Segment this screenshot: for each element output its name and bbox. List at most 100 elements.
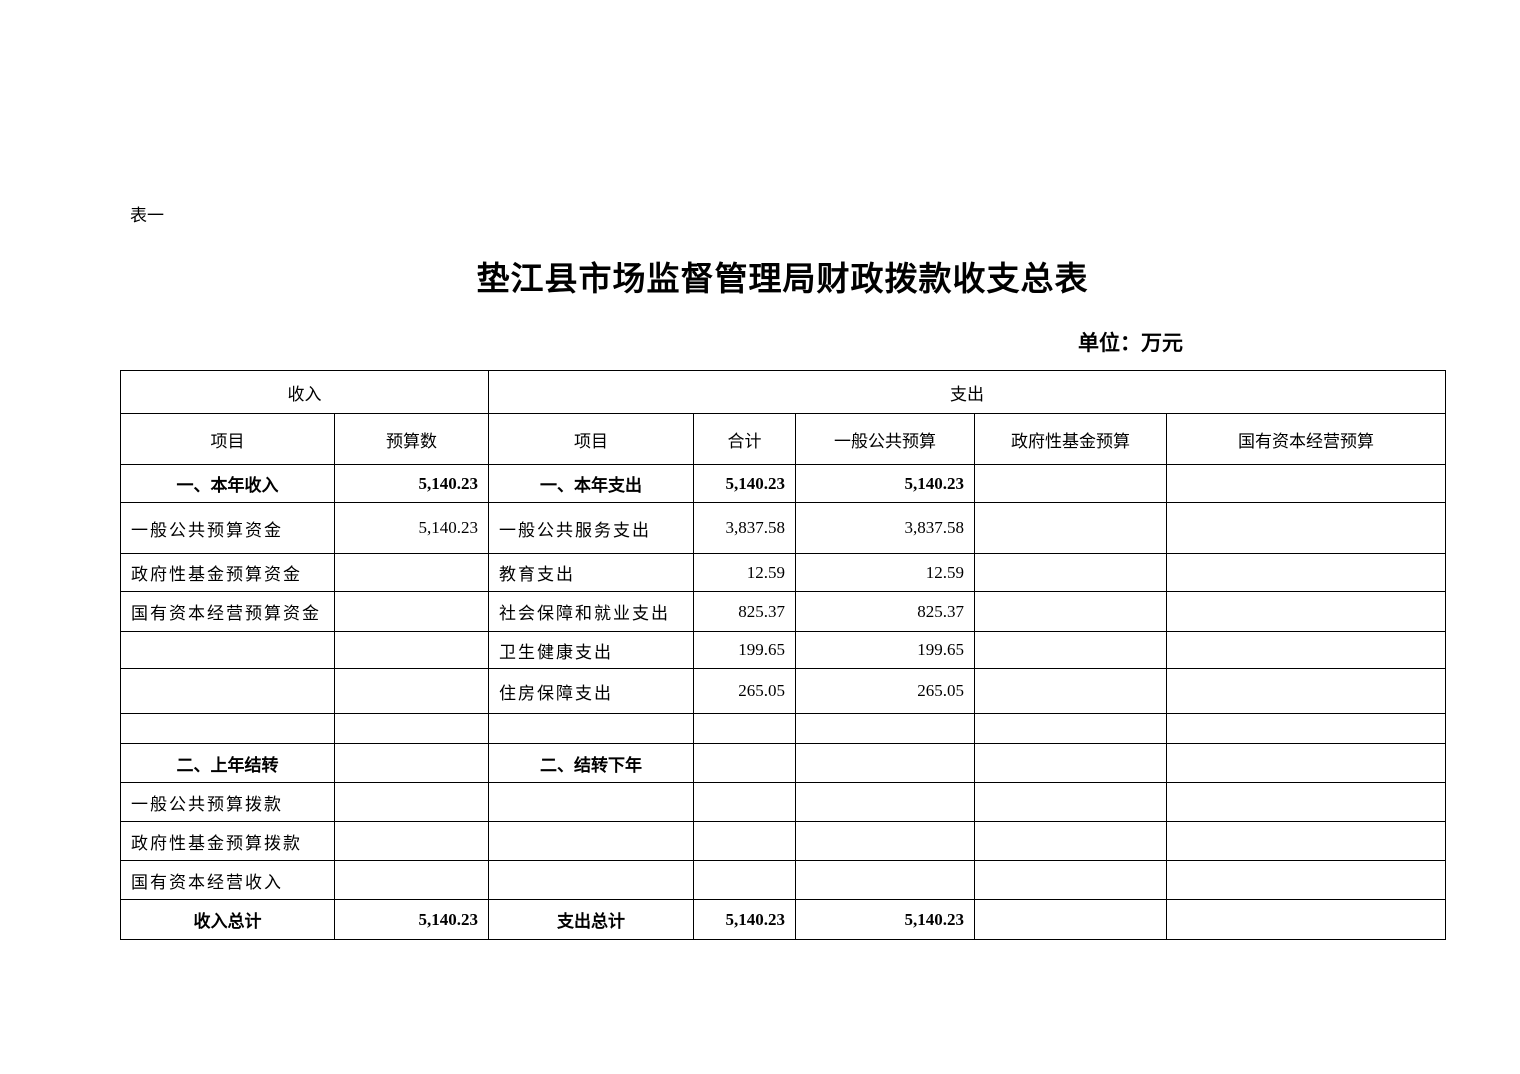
item-cell: 二、结转下年	[488, 743, 694, 783]
amount-cell	[334, 553, 489, 592]
amount-cell	[1166, 899, 1446, 940]
amount-cell	[974, 743, 1167, 783]
amount-cell: 3,837.58	[693, 502, 796, 554]
amount-cell	[795, 713, 975, 744]
table-row: 住房保障支出 265.05 265.05	[120, 668, 1446, 714]
table-row	[120, 713, 1446, 744]
amount-cell: 265.05	[795, 668, 975, 714]
amount-cell	[1166, 668, 1446, 714]
amount-cell	[1166, 631, 1446, 669]
amount-cell	[974, 553, 1167, 592]
amount-cell	[974, 713, 1167, 744]
amount-cell	[693, 821, 796, 861]
amount-cell	[693, 860, 796, 900]
amount-cell	[795, 821, 975, 861]
column-header: 项目	[120, 413, 335, 465]
item-cell: 卫生健康支出	[488, 631, 694, 669]
item-cell: 一般公共预算拨款	[120, 782, 335, 822]
item-cell: 支出总计	[488, 899, 694, 940]
amount-cell: 5,140.23	[693, 464, 796, 503]
amount-cell	[334, 668, 489, 714]
item-cell: 一、本年支出	[488, 464, 694, 503]
amount-cell	[1166, 860, 1446, 900]
amount-cell	[1166, 713, 1446, 744]
item-cell: 政府性基金预算拨款	[120, 821, 335, 861]
item-cell: 政府性基金预算资金	[120, 553, 335, 592]
amount-cell: 5,140.23	[334, 502, 489, 554]
amount-cell	[1166, 591, 1446, 632]
amount-cell: 3,837.58	[795, 502, 975, 554]
amount-cell: 199.65	[693, 631, 796, 669]
amount-cell	[334, 713, 489, 744]
item-cell: 收入总计	[120, 899, 335, 940]
item-cell	[488, 782, 694, 822]
amount-cell	[1166, 782, 1446, 822]
column-header: 一般公共预算	[795, 413, 975, 465]
amount-cell	[795, 860, 975, 900]
column-header: 合计	[693, 413, 796, 465]
page-title: 垫江县市场监督管理局财政拨款收支总表	[476, 262, 1089, 298]
amount-cell	[974, 631, 1167, 669]
amount-cell	[1166, 553, 1446, 592]
table-row: 一般公共预算拨款	[120, 782, 1446, 822]
item-cell: 一、本年收入	[120, 464, 335, 503]
table-row: 国有资本经营预算资金 社会保障和就业支出 825.37 825.37	[120, 591, 1446, 632]
amount-cell	[1166, 821, 1446, 861]
amount-cell	[334, 782, 489, 822]
amount-cell: 12.59	[693, 553, 796, 592]
amount-cell	[974, 591, 1167, 632]
amount-cell: 199.65	[795, 631, 975, 669]
amount-cell	[334, 631, 489, 669]
amount-cell	[334, 860, 489, 900]
amount-cell: 825.37	[693, 591, 796, 632]
amount-cell	[974, 502, 1167, 554]
column-header: 国有资本经营预算	[1166, 413, 1446, 465]
item-cell: 二、上年结转	[120, 743, 335, 783]
amount-cell	[693, 743, 796, 783]
table-row: 政府性基金预算拨款	[120, 821, 1446, 861]
table-row: 一、本年收入 5,140.23 一、本年支出 5,140.23 5,140.23	[120, 464, 1446, 503]
amount-cell	[334, 591, 489, 632]
amount-cell	[1166, 464, 1446, 503]
amount-cell: 5,140.23	[693, 899, 796, 940]
table-row: 二、上年结转 二、结转下年	[120, 743, 1446, 783]
table-label: 表一	[130, 206, 164, 225]
table-row: 政府性基金预算资金 教育支出 12.59 12.59	[120, 553, 1446, 592]
column-header: 预算数	[334, 413, 489, 465]
item-cell	[120, 631, 335, 669]
amount-cell: 5,140.23	[795, 464, 975, 503]
amount-cell	[974, 821, 1167, 861]
amount-cell: 5,140.23	[334, 899, 489, 940]
item-cell: 一般公共预算资金	[120, 502, 335, 554]
item-cell	[488, 860, 694, 900]
item-cell: 社会保障和就业支出	[488, 591, 694, 632]
amount-cell	[693, 713, 796, 744]
amount-cell: 265.05	[693, 668, 796, 714]
amount-cell	[974, 782, 1167, 822]
amount-cell: 825.37	[795, 591, 975, 632]
item-cell	[488, 821, 694, 861]
amount-cell: 5,140.23	[795, 899, 975, 940]
item-cell: 住房保障支出	[488, 668, 694, 714]
amount-cell: 12.59	[795, 553, 975, 592]
amount-cell	[1166, 502, 1446, 554]
amount-cell	[1166, 743, 1446, 783]
amount-cell: 5,140.23	[334, 464, 489, 503]
item-cell: 一般公共服务支出	[488, 502, 694, 554]
item-cell: 国有资本经营收入	[120, 860, 335, 900]
amount-cell	[974, 464, 1167, 503]
column-header: 项目	[488, 413, 694, 465]
table-row: 卫生健康支出 199.65 199.65	[120, 631, 1446, 669]
amount-cell	[334, 821, 489, 861]
amount-cell	[693, 782, 796, 822]
item-cell	[120, 668, 335, 714]
amount-cell	[974, 860, 1167, 900]
column-header: 政府性基金预算	[974, 413, 1167, 465]
budget-summary-table: 收入 支出 项目 预算数 项目 合计 一般公共预算 政府性基金预算 国有资本经营预算 一、本…	[120, 370, 1446, 940]
table-row: 一般公共预算资金 5,140.23 一般公共服务支出 3,837.58 3,837.58	[120, 502, 1446, 554]
income-group-header: 收入	[120, 370, 489, 414]
amount-cell	[334, 743, 489, 783]
amount-cell	[795, 782, 975, 822]
table-row: 国有资本经营收入	[120, 860, 1446, 900]
item-cell	[120, 713, 335, 744]
